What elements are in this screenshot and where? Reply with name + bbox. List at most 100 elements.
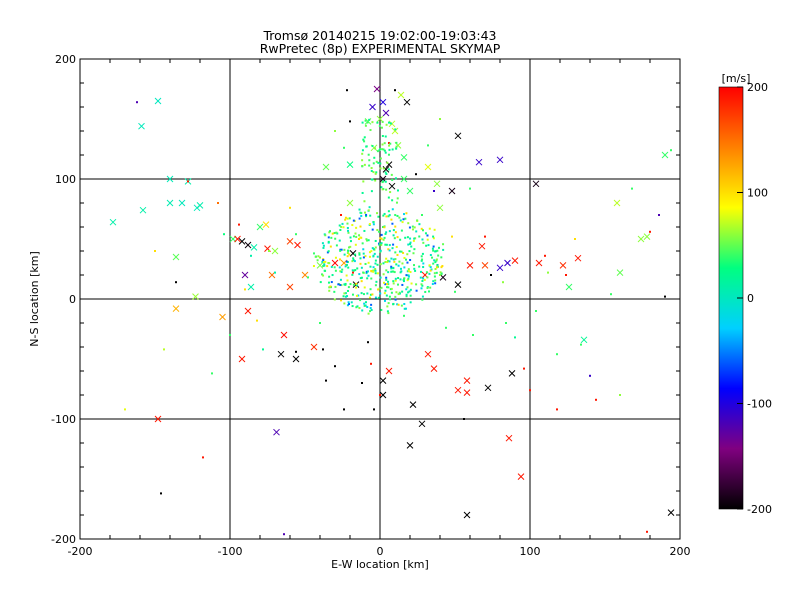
scatter-dot	[358, 238, 360, 240]
scatter-dot	[407, 277, 410, 280]
scatter-dot	[367, 261, 370, 264]
scatter-dot	[379, 157, 382, 160]
scatter-dot	[363, 302, 366, 305]
scatter-dot	[319, 256, 322, 259]
x-tick-label: 0	[377, 545, 384, 558]
scatter-dot	[367, 312, 370, 315]
scatter-dot	[385, 269, 388, 272]
scatter-cross	[532, 180, 540, 188]
scatter-dot	[421, 295, 424, 298]
scatter-dot	[338, 224, 341, 227]
scatter-dot	[367, 153, 370, 156]
scatter-dot	[363, 163, 366, 166]
scatter-dot	[322, 348, 324, 351]
x-axis-ticks: -200 -100 0 100 200	[68, 59, 691, 558]
scatter-dot	[359, 277, 362, 280]
scatter-dot	[421, 238, 424, 241]
scatter-dot	[361, 152, 364, 155]
scatter-dot	[425, 244, 428, 247]
scatter-dot	[343, 302, 346, 305]
scatter-dot	[175, 281, 177, 284]
scatter-cross	[178, 199, 186, 207]
scatter-dot	[383, 149, 386, 152]
scatter-dot	[434, 282, 437, 285]
scatter-cross	[322, 163, 330, 171]
scatter-dot	[350, 301, 353, 304]
scatter-dot	[382, 148, 385, 151]
x-tick-label: -200	[68, 545, 93, 558]
scatter-dot	[370, 178, 373, 181]
scatter-dot	[371, 145, 374, 148]
scatter-dot	[401, 290, 404, 293]
scatter-dot	[434, 250, 437, 253]
scatter-dot	[327, 250, 330, 253]
scatter-dot	[374, 267, 377, 270]
scatter-dot	[330, 265, 333, 268]
scatter-cross	[397, 91, 405, 99]
scatter-dot	[163, 348, 165, 351]
scatter-dot	[384, 283, 387, 286]
scatter-dot	[437, 254, 440, 257]
scatter-dot	[376, 255, 379, 258]
scatter-cross	[580, 336, 588, 344]
scatter-cross	[388, 182, 396, 190]
scatter-dot	[295, 233, 297, 236]
scatter-dot	[399, 278, 402, 281]
scatter-dot	[406, 236, 409, 239]
scatter-dot	[397, 303, 400, 306]
scatter-dot	[380, 242, 383, 245]
scatter-dot	[366, 292, 369, 295]
scatter-dot	[349, 283, 352, 286]
scatter-dot	[379, 276, 382, 279]
scatter-dot	[352, 259, 355, 262]
scatter-dot	[369, 214, 372, 217]
scatter-dot	[387, 168, 390, 171]
scatter-cross	[277, 350, 285, 358]
scatter-cross	[244, 241, 252, 249]
scatter-dot	[387, 196, 390, 199]
colorbar-tick-label: -100	[747, 398, 772, 411]
scatter-dot	[369, 310, 372, 313]
scatter-dot	[383, 212, 386, 215]
scatter-dot	[378, 243, 381, 246]
scatter-cross	[310, 343, 318, 351]
scatter-dot	[556, 408, 558, 411]
scatter-dot	[370, 250, 373, 253]
scatter-dot	[136, 101, 138, 104]
scatter-dot	[394, 251, 397, 254]
scatter-dot	[347, 249, 350, 252]
scatter-dot	[347, 231, 350, 234]
scatter-cross	[613, 199, 621, 207]
scatter-dot	[392, 280, 395, 283]
y-tick-label: 0	[69, 293, 76, 306]
scatter-dot	[353, 260, 356, 263]
scatter-dot	[368, 159, 371, 162]
scatter-dot	[401, 221, 404, 224]
scatter-dot	[327, 236, 330, 239]
scatter-cross	[637, 235, 645, 243]
scatter-dot	[421, 284, 424, 287]
scatter-dot	[384, 260, 387, 263]
scatter-dot	[385, 278, 388, 281]
scatter-dot	[349, 236, 352, 239]
scatter-dot	[346, 89, 348, 92]
scatter-dot	[330, 236, 333, 239]
scatter-dot	[346, 251, 349, 254]
scatter-dot	[435, 266, 438, 269]
scatter-dot	[328, 289, 331, 292]
scatter-dot	[333, 298, 336, 301]
scatter-dot	[390, 270, 393, 273]
scatter-dot	[404, 217, 407, 220]
scatter-dot	[426, 234, 429, 237]
scatter-dot	[377, 230, 380, 233]
scatter-dot	[403, 213, 406, 216]
scatter-dot	[368, 251, 371, 254]
scatter-dot	[441, 264, 444, 267]
scatter-dot	[407, 268, 410, 271]
scatter-dot	[376, 212, 379, 215]
scatter-dot	[352, 219, 355, 222]
scatter-dot	[387, 210, 390, 213]
scatter-cross	[391, 127, 399, 135]
scatter-cross	[504, 259, 511, 267]
